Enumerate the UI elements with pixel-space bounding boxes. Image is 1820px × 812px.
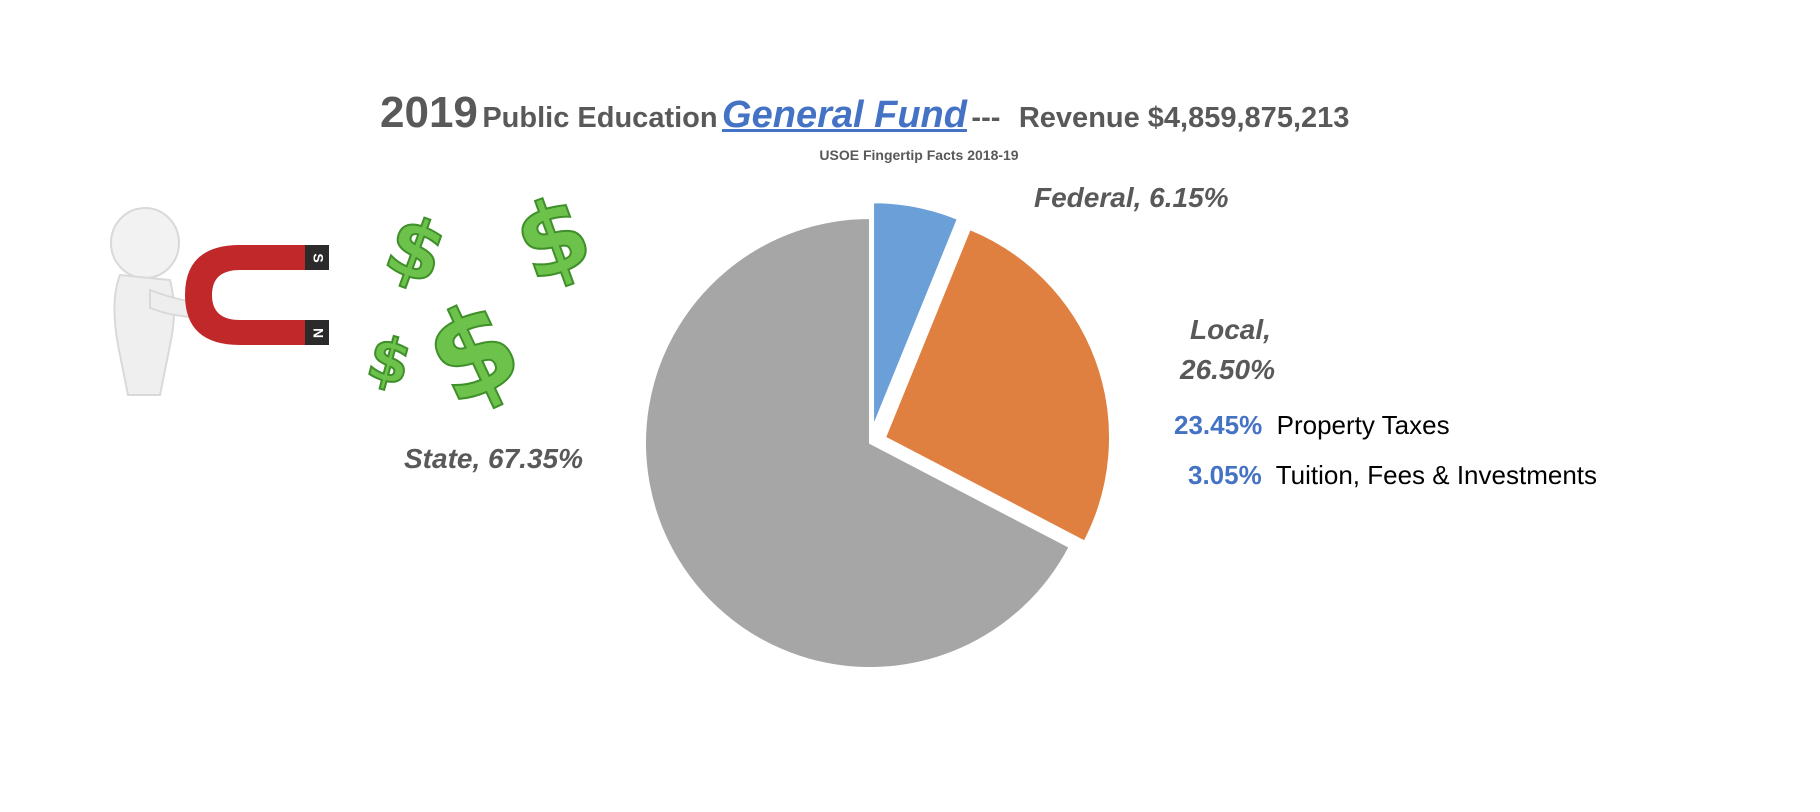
property-taxes-label: Property Taxes bbox=[1276, 410, 1450, 440]
pie-slice-state bbox=[644, 216, 1071, 669]
horseshoe-magnet-icon: S N bbox=[185, 245, 329, 345]
subtitle-text: USOE Fingertip Facts 2018-19 bbox=[819, 147, 1019, 163]
label-federal: Federal, 6.15% bbox=[1034, 182, 1229, 213]
label-local-value: 26.50% bbox=[1180, 354, 1275, 385]
chart-subtitle: USOE Fingertip Facts 2018-19 bbox=[0, 147, 1820, 163]
magnet-pole-s: S bbox=[310, 253, 326, 262]
person-figure-icon bbox=[110, 207, 214, 396]
tuition-label: Tuition, Fees & Investments bbox=[1275, 460, 1597, 490]
dollar-sign-icon: $ bbox=[374, 197, 458, 303]
title-year: 2019 bbox=[380, 88, 478, 137]
pie-slice-local bbox=[883, 227, 1111, 543]
title-fund: General Fund bbox=[722, 94, 967, 136]
label-state: State, 67.35% bbox=[404, 443, 583, 474]
tuition-pct: 3.05% bbox=[1188, 460, 1262, 490]
local-breakdown-property-taxes: 23.45% Property Taxes bbox=[1174, 410, 1450, 441]
title-separator: --- bbox=[971, 102, 1001, 134]
chart-title: 2019 Public Education General Fund --- R… bbox=[380, 88, 1349, 138]
local-breakdown-tuition: 3.05% Tuition, Fees & Investments bbox=[1188, 460, 1597, 491]
pie-slice-federal bbox=[872, 201, 960, 428]
magnet-pole-n: N bbox=[310, 328, 326, 338]
title-part1: Public Education bbox=[482, 102, 718, 134]
label-local-name: Local, bbox=[1190, 314, 1271, 345]
title-revenue: Revenue $4,859,875,213 bbox=[1018, 102, 1350, 134]
property-taxes-pct: 23.45% bbox=[1174, 410, 1263, 440]
